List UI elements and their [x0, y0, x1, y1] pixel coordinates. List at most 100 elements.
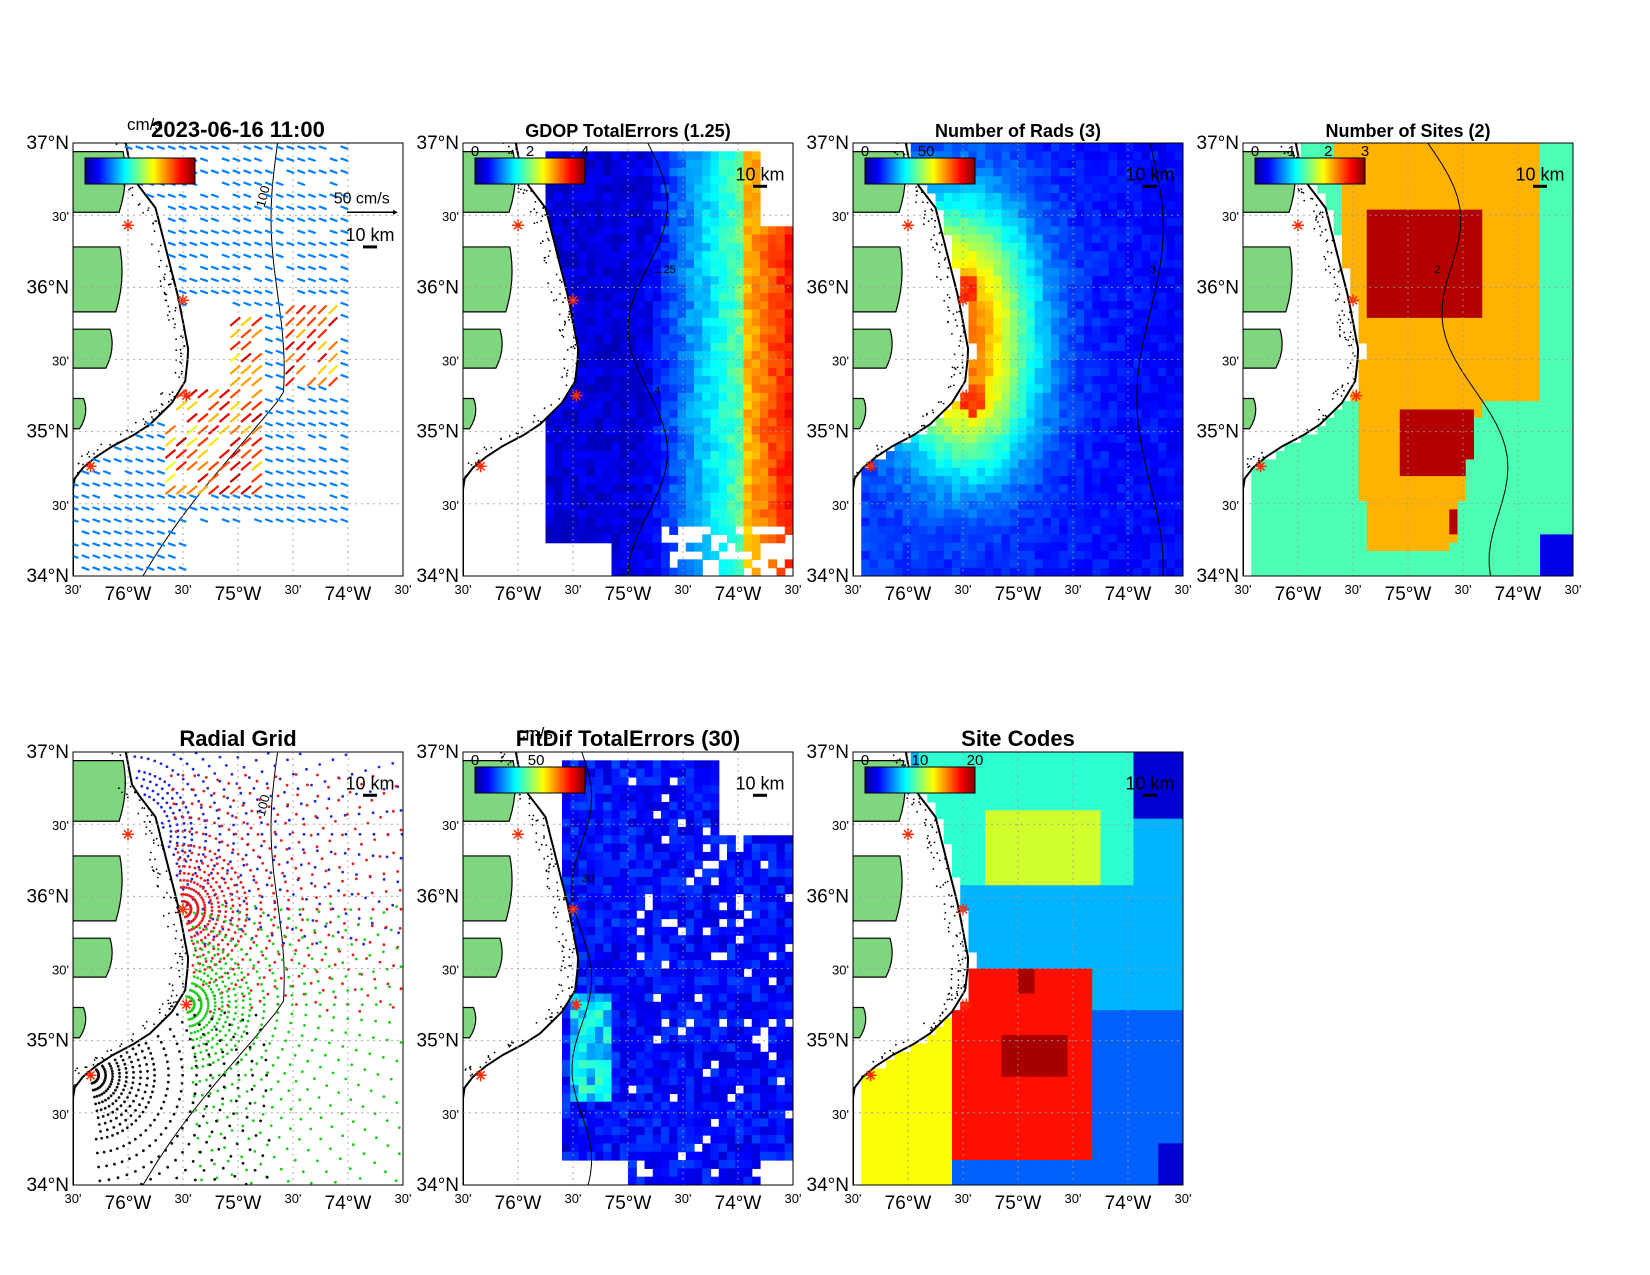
- grid-cell: [562, 209, 571, 219]
- grid-cell: [694, 559, 703, 569]
- current-vector: [221, 506, 230, 511]
- grid-cell: [768, 259, 778, 269]
- grid-cell: [1490, 401, 1500, 411]
- grid-cell: [1125, 351, 1135, 361]
- grid-cell: [710, 217, 720, 227]
- grid-cell: [1018, 417, 1027, 427]
- grid-cell: [1051, 359, 1060, 369]
- grid-cell: [710, 501, 720, 510]
- grid-cell: [1042, 459, 1052, 469]
- current-vector: [264, 277, 273, 283]
- grid-cell: [595, 359, 604, 369]
- current-vector: [264, 433, 273, 439]
- current-vector: [189, 506, 198, 511]
- grid-cell: [1375, 534, 1384, 544]
- current-vector: [167, 145, 176, 151]
- grid-cell: [1465, 251, 1475, 261]
- grid-cell: [644, 517, 654, 527]
- grid-cell: [1424, 217, 1434, 227]
- grid-cell: [644, 526, 654, 535]
- current-vector: [146, 469, 155, 475]
- grid-cell: [1498, 301, 1508, 311]
- grid-cell: [1383, 309, 1393, 319]
- grid-cell: [935, 434, 945, 444]
- current-vector: [264, 229, 273, 235]
- grid-cell: [1251, 567, 1261, 576]
- grid-cell: [1498, 501, 1508, 510]
- grid-cell: [1059, 143, 1069, 152]
- grid-cell: [661, 292, 670, 302]
- grid-cell: [1067, 342, 1077, 352]
- grid-cell: [1125, 259, 1135, 269]
- grid-cell: [1051, 301, 1060, 311]
- grid-cell: [545, 501, 555, 510]
- grid-cell: [1158, 409, 1168, 419]
- grid-cell: [1432, 351, 1442, 361]
- grid-cell: [985, 159, 994, 169]
- grid-cell: [1125, 501, 1135, 510]
- grid-cell: [1026, 201, 1036, 211]
- grid-cell: [1034, 342, 1044, 352]
- grid-cell: [1117, 559, 1126, 569]
- grid-cell: [1026, 242, 1036, 252]
- grid-cell: [661, 159, 670, 169]
- grid-cell: [1498, 401, 1508, 411]
- current-vector: [210, 193, 219, 199]
- grid-cell: [1267, 501, 1277, 510]
- grid-cell: [578, 351, 588, 361]
- grid-cell: [718, 384, 728, 394]
- grid-cell: [735, 534, 745, 544]
- grid-cell: [927, 184, 937, 194]
- grid-cell: [1300, 467, 1310, 477]
- grid-cell: [611, 234, 621, 244]
- grid-cell: [877, 517, 887, 527]
- grid-cell: [784, 526, 793, 535]
- lon-tick-label: 76°W: [105, 584, 152, 605]
- current-vector: [186, 424, 198, 435]
- grid-cell: [1158, 392, 1168, 402]
- grid-cell: [1383, 501, 1393, 510]
- grid-cell: [628, 401, 637, 411]
- grid-cell: [1474, 442, 1483, 452]
- grid-cell: [1507, 451, 1516, 461]
- grid-cell: [603, 409, 613, 419]
- grid-cell: [1383, 476, 1393, 486]
- grid-cell: [910, 509, 920, 519]
- grid-cell: [1026, 217, 1036, 227]
- grid-cell: [694, 426, 703, 436]
- current-vector: [275, 193, 284, 199]
- grid-cell: [1325, 192, 1335, 202]
- current-vector: [329, 518, 338, 523]
- grid-cell: [1267, 492, 1277, 502]
- grid-cell: [636, 426, 646, 436]
- grid-cell: [1150, 242, 1159, 252]
- grid-cell: [1174, 551, 1183, 560]
- grid-cell: [1133, 184, 1143, 194]
- grid-cell: [1408, 567, 1417, 576]
- grid-cell: [1158, 159, 1168, 169]
- grid-cell: [735, 501, 745, 510]
- scale-bar-label: 10 km: [1125, 164, 1174, 184]
- grid-cell: [1174, 409, 1183, 419]
- grid-cell: [669, 426, 679, 436]
- current-vector: [307, 457, 317, 463]
- grid-cell: [1358, 542, 1368, 552]
- grid-cell: [1432, 426, 1442, 436]
- grid-cell: [1391, 276, 1401, 286]
- grid-cell: [727, 434, 736, 444]
- grid-cell: [1482, 209, 1492, 219]
- grid-cell: [1342, 526, 1351, 535]
- grid-cell: [636, 542, 646, 552]
- current-vector: [102, 566, 112, 572]
- grid-cell: [1457, 226, 1467, 236]
- grid-cell: [735, 242, 745, 252]
- grid-cell: [735, 226, 745, 236]
- grid-cell: [1416, 342, 1426, 352]
- grid-cell: [1125, 426, 1135, 436]
- grid-cell: [710, 326, 720, 336]
- grid-cell: [1482, 184, 1492, 194]
- grid-cell: [861, 492, 871, 502]
- grid-cell: [636, 534, 646, 544]
- grid-cell: [869, 534, 879, 544]
- grid-cell: [1498, 159, 1508, 169]
